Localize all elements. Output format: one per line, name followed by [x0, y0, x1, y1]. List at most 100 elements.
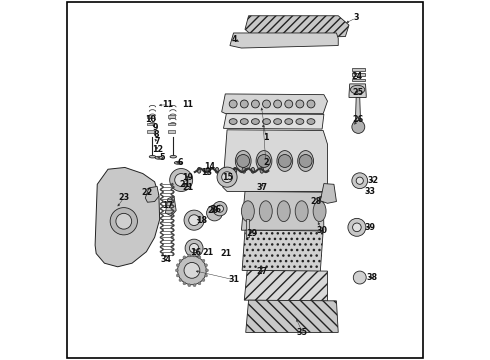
Circle shape	[190, 243, 199, 253]
Circle shape	[205, 274, 207, 277]
Text: 27: 27	[257, 267, 268, 276]
Circle shape	[352, 121, 365, 134]
Text: 9: 9	[152, 123, 158, 132]
Text: 29: 29	[246, 229, 257, 238]
Circle shape	[207, 205, 222, 221]
Ellipse shape	[259, 201, 272, 222]
Polygon shape	[166, 196, 176, 216]
Text: 11: 11	[182, 100, 193, 109]
Circle shape	[356, 177, 364, 184]
Polygon shape	[245, 16, 349, 39]
Text: 36: 36	[211, 205, 222, 214]
Ellipse shape	[263, 119, 270, 125]
Ellipse shape	[274, 119, 282, 125]
Text: 21: 21	[179, 180, 190, 189]
Polygon shape	[221, 94, 327, 114]
FancyBboxPatch shape	[147, 123, 154, 126]
Circle shape	[240, 100, 248, 108]
Circle shape	[188, 284, 191, 287]
Circle shape	[217, 167, 237, 187]
Circle shape	[221, 172, 232, 183]
Text: 10: 10	[146, 115, 156, 124]
Polygon shape	[242, 230, 323, 271]
Circle shape	[177, 256, 206, 285]
Text: 33: 33	[364, 187, 375, 196]
Ellipse shape	[229, 119, 237, 125]
Circle shape	[189, 215, 199, 226]
Polygon shape	[223, 114, 324, 129]
Circle shape	[258, 154, 270, 167]
Circle shape	[193, 284, 196, 287]
Circle shape	[263, 100, 270, 108]
Polygon shape	[230, 33, 338, 48]
FancyBboxPatch shape	[352, 73, 366, 76]
Circle shape	[251, 100, 259, 108]
Ellipse shape	[215, 167, 219, 173]
Circle shape	[184, 262, 200, 278]
Text: 20: 20	[207, 206, 218, 215]
Ellipse shape	[307, 119, 315, 125]
Text: 11: 11	[162, 100, 173, 109]
Circle shape	[352, 173, 368, 189]
Text: 17: 17	[162, 201, 173, 210]
FancyBboxPatch shape	[352, 68, 366, 71]
Text: 7: 7	[154, 138, 160, 147]
Text: 34: 34	[161, 255, 171, 264]
Ellipse shape	[206, 167, 210, 173]
Circle shape	[175, 174, 188, 186]
Ellipse shape	[298, 150, 314, 171]
Circle shape	[296, 100, 304, 108]
Text: 19: 19	[182, 173, 193, 182]
Ellipse shape	[256, 150, 272, 171]
Ellipse shape	[295, 201, 308, 222]
Circle shape	[202, 279, 205, 282]
Text: 37: 37	[257, 183, 268, 192]
Polygon shape	[349, 84, 366, 98]
Ellipse shape	[197, 167, 201, 173]
Circle shape	[176, 264, 179, 267]
Circle shape	[116, 213, 132, 229]
Circle shape	[278, 154, 291, 167]
Ellipse shape	[242, 201, 254, 222]
Text: 2: 2	[263, 158, 269, 167]
Text: 31: 31	[228, 275, 239, 284]
Ellipse shape	[260, 167, 264, 173]
Polygon shape	[223, 130, 327, 192]
Circle shape	[202, 259, 205, 262]
Text: 26: 26	[352, 115, 364, 124]
Ellipse shape	[313, 201, 326, 222]
Text: 12: 12	[153, 145, 164, 154]
Circle shape	[170, 168, 193, 192]
Circle shape	[299, 154, 312, 167]
FancyBboxPatch shape	[245, 220, 249, 237]
FancyBboxPatch shape	[168, 123, 175, 126]
Circle shape	[229, 100, 237, 108]
Circle shape	[353, 223, 361, 231]
Text: 1: 1	[263, 133, 269, 142]
Polygon shape	[242, 192, 324, 230]
Circle shape	[205, 269, 208, 272]
Text: 15: 15	[222, 173, 233, 182]
Ellipse shape	[174, 161, 182, 164]
Text: 5: 5	[159, 153, 165, 162]
FancyBboxPatch shape	[147, 115, 154, 118]
Ellipse shape	[277, 201, 290, 222]
Polygon shape	[320, 184, 337, 203]
Text: 21: 21	[221, 249, 232, 258]
Text: 21: 21	[203, 248, 214, 257]
Ellipse shape	[240, 119, 248, 125]
Circle shape	[175, 269, 178, 272]
Circle shape	[348, 219, 366, 236]
Circle shape	[193, 254, 196, 257]
Text: 23: 23	[118, 193, 129, 202]
Ellipse shape	[285, 119, 293, 125]
Text: 6: 6	[178, 158, 183, 167]
Text: 3: 3	[353, 13, 359, 22]
Circle shape	[213, 202, 227, 216]
Polygon shape	[146, 186, 159, 202]
Circle shape	[176, 274, 179, 277]
Circle shape	[274, 100, 282, 108]
FancyBboxPatch shape	[168, 115, 175, 118]
Ellipse shape	[235, 150, 251, 171]
Ellipse shape	[296, 119, 304, 125]
